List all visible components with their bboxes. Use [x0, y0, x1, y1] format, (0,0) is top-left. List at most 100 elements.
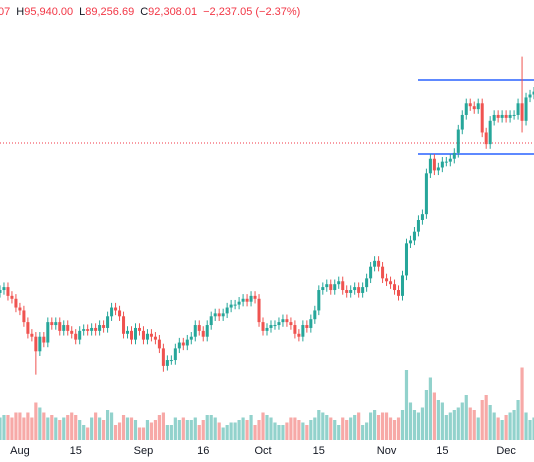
candle-body	[237, 301, 241, 305]
volume-bar	[34, 402, 38, 440]
x-axis: Aug 15 Sep 16 Oct 15 Nov 15 Dec	[10, 445, 516, 457]
volume-bar	[361, 425, 365, 440]
volume-bar	[436, 400, 440, 440]
candle-body	[289, 322, 293, 326]
candle-body	[313, 310, 317, 320]
candle-body	[118, 310, 122, 317]
volume-bar	[301, 422, 305, 440]
volume-bar	[257, 420, 261, 440]
candle-body	[66, 325, 70, 331]
ohlc-header: 07 H95,940.00 L89,256.69 C92,308.01 −2,237.0…	[0, 6, 300, 18]
volume-bar	[357, 412, 361, 440]
candle-body	[253, 295, 257, 299]
candle-body	[404, 243, 408, 276]
volume-bar	[416, 412, 421, 440]
volume-bar	[30, 417, 34, 440]
volume-bar	[400, 410, 405, 440]
volume-bar	[472, 410, 476, 440]
volume-bar	[94, 412, 98, 440]
volume-bar	[273, 422, 277, 440]
volume-bar	[225, 425, 229, 440]
x-tick-label: 15	[70, 445, 82, 457]
candle-body	[297, 333, 301, 337]
volume-bar	[82, 425, 86, 440]
candle-body	[6, 287, 10, 296]
header-value: 07	[0, 6, 10, 18]
volume-bar	[380, 412, 385, 440]
candle-body	[26, 322, 30, 334]
candle-body	[153, 336, 157, 340]
candle-body	[385, 278, 389, 282]
volume-bar	[396, 417, 401, 440]
volume-bar	[209, 415, 213, 440]
candle-body	[277, 322, 281, 326]
volume-bar	[404, 370, 409, 440]
candle-body	[416, 220, 420, 232]
candle-body	[484, 132, 488, 145]
candle-body	[329, 284, 333, 291]
volume-bar	[456, 407, 460, 440]
volume-bar	[153, 420, 158, 440]
candle-body	[74, 333, 78, 340]
candle-body	[149, 333, 153, 337]
candle-body	[341, 281, 345, 291]
x-tick-label: 15	[436, 445, 448, 457]
lines-layer	[0, 79, 534, 155]
candle-body	[393, 284, 397, 291]
candle-body	[245, 298, 249, 302]
candle-body	[281, 319, 285, 323]
candle-body	[209, 316, 213, 326]
volume-bar	[98, 417, 102, 440]
volume-bar	[121, 415, 126, 440]
candle-body	[261, 322, 265, 331]
candle-body	[337, 281, 341, 285]
volume-bar	[452, 410, 456, 440]
volume-bar	[528, 420, 532, 440]
candle-body	[476, 103, 480, 110]
candle-body	[317, 290, 321, 311]
x-tick-label: Nov	[377, 445, 397, 457]
volume-bar	[129, 417, 134, 440]
volume-bar	[86, 427, 90, 440]
volume-bar	[285, 422, 289, 440]
candle-body	[221, 313, 225, 317]
volume-bar	[38, 407, 42, 440]
candle-body	[90, 327, 94, 331]
volume-bar	[145, 420, 150, 440]
candle-body	[249, 295, 253, 302]
volume-bar	[185, 420, 189, 440]
volume-bar	[117, 422, 122, 440]
candle-body	[305, 325, 309, 328]
volume-bar	[74, 415, 78, 440]
candle-body	[177, 342, 181, 349]
volume-bar	[329, 417, 333, 440]
candle-body	[488, 120, 492, 145]
volume-bar	[137, 427, 142, 440]
candle-body	[524, 97, 528, 121]
candle-body	[369, 266, 373, 279]
volume-bar	[325, 415, 329, 440]
candle-body	[225, 307, 229, 314]
candle-body	[353, 287, 357, 291]
header-label: H	[16, 6, 24, 18]
volume-bar	[309, 420, 313, 440]
volume-bar	[42, 412, 46, 440]
candle-body	[38, 336, 42, 352]
volume-bar	[484, 395, 488, 440]
candle-body	[301, 325, 305, 337]
volume-bar	[281, 425, 285, 440]
candle-body	[428, 158, 432, 174]
candle-body	[14, 298, 18, 308]
candle-body	[185, 339, 189, 346]
volume-bar	[133, 420, 138, 440]
candle-body	[102, 325, 106, 328]
candle-body	[349, 290, 353, 293]
x-tick-label: 15	[313, 445, 325, 457]
volume-bar	[369, 412, 373, 440]
volume-bar	[233, 422, 237, 440]
candle-body	[205, 325, 209, 337]
candle-body	[293, 325, 297, 334]
volume-bar	[392, 420, 397, 440]
candle-body	[98, 325, 102, 331]
